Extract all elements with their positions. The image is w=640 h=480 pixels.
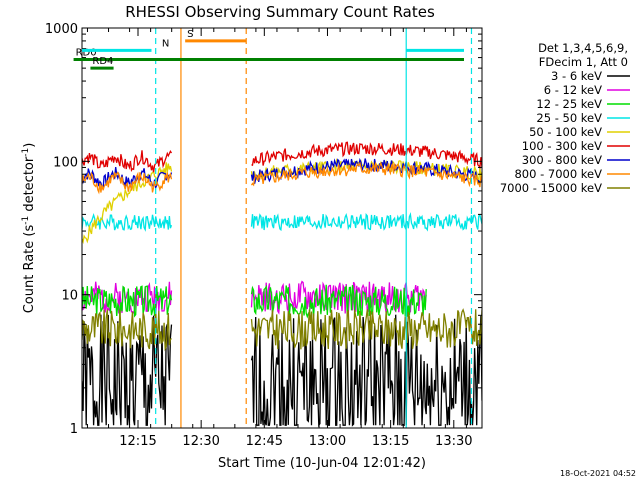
legend-label-1: 3 - 6 keV	[551, 69, 602, 83]
y-axis-label-end: )	[22, 143, 37, 148]
chart-title: RHESSI Observing Summary Count Rates	[125, 3, 435, 21]
legend: Det 1,3,4,5,6,9, FDecim 1, Att 0 3 - 6 k…	[500, 41, 630, 195]
legend-label-9: 7000 - 15000 keV	[500, 181, 602, 195]
y-axis-label-main: Count Rate (s	[22, 225, 37, 314]
y-axis-label-sup1: -1	[21, 216, 31, 225]
x-tick-label-4: 13:00	[309, 434, 346, 449]
generation-timestamp: 18-Oct-2021 04:52	[560, 469, 636, 478]
flag-bar-label-1: RD0	[76, 48, 97, 59]
y-axis-label-sup2: -1	[21, 148, 31, 157]
plot-frame	[81, 27, 483, 429]
y-axis-label: Count Rate (s-1 detector-1)	[21, 143, 37, 314]
legend-label-7: 300 - 800 keV	[522, 153, 602, 167]
flag-bar-label-5: S	[187, 29, 193, 40]
series-line-1	[82, 314, 482, 428]
y-tick-label-3: 100	[53, 155, 78, 170]
y-tick-label-1: 1	[70, 422, 78, 437]
x-tick-label-1: 12:15	[119, 434, 156, 449]
y-tick-label-4: 1000	[45, 22, 78, 37]
series-line-8	[82, 161, 482, 195]
flag-bar-label-2: RD4	[92, 56, 113, 67]
y-tick-label-2: 10	[61, 289, 78, 304]
legend-label-3: 12 - 25 keV	[536, 97, 602, 111]
legend-label-6: 100 - 300 keV	[522, 139, 602, 153]
x-tick-label-6: 13:30	[435, 434, 472, 449]
x-tick-label-5: 13:15	[372, 434, 409, 449]
legend-label-8: 800 - 7000 keV	[514, 167, 602, 181]
axes: 1 10 100 1000 12:15 12:30 12:45 13:00 13:15 13:30	[45, 22, 483, 449]
series-line-3	[82, 284, 427, 319]
series-line-9	[82, 308, 482, 352]
x-tick-label-3: 12:45	[246, 434, 283, 449]
plot-area	[82, 28, 482, 428]
x-tick-label-2: 12:30	[182, 434, 219, 449]
legend-label-5: 50 - 100 keV	[529, 125, 602, 139]
y-axis-label-mid: detector	[22, 156, 37, 216]
legend-label-4: 25 - 50 keV	[536, 111, 602, 125]
flag-bar-label-6: N	[162, 38, 169, 49]
x-axis-label: Start Time (10-Jun-04 12:01:42)	[218, 456, 426, 471]
legend-label-2: 6 - 12 keV	[544, 83, 602, 97]
legend-header-line1: Det 1,3,4,5,6,9,	[538, 41, 628, 55]
legend-header-line2: FDecim 1, Att 0	[539, 55, 628, 69]
series-line-6	[82, 141, 482, 173]
series-line-4	[82, 211, 482, 232]
